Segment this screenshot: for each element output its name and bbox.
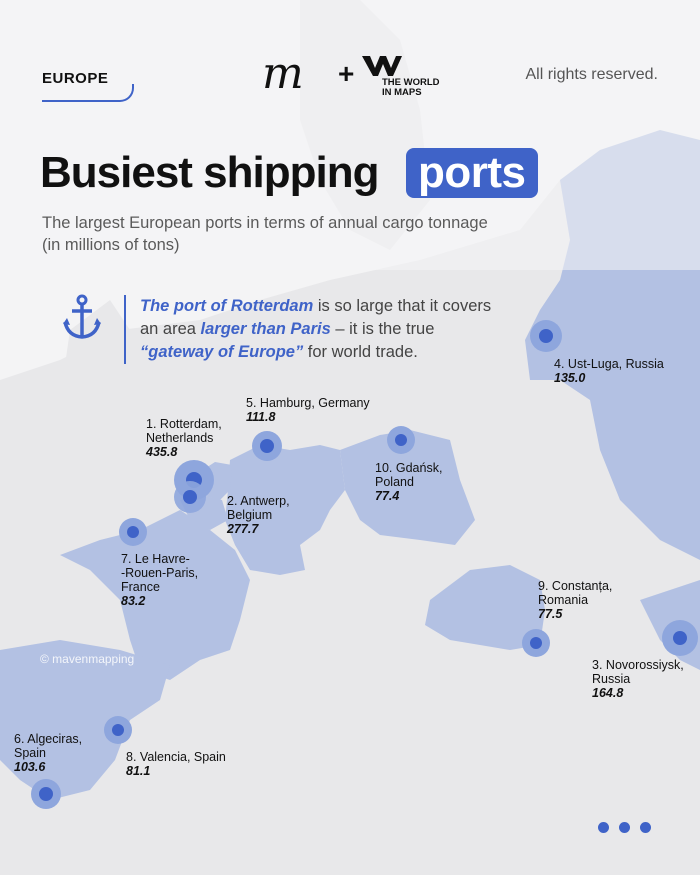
port-name: Valencia, Spain bbox=[139, 750, 226, 764]
port-name: Ust-Luga, Russia bbox=[567, 357, 664, 371]
region-label: EUROPE bbox=[42, 70, 109, 87]
port-rank: 7. bbox=[121, 552, 132, 566]
wim-line1: THE WORLD bbox=[382, 77, 440, 88]
wim-line2: IN MAPS bbox=[382, 87, 422, 98]
port-dot-hamburg bbox=[260, 439, 274, 453]
carousel-dot[interactable] bbox=[619, 822, 630, 833]
land-france bbox=[60, 510, 250, 680]
land-italy bbox=[300, 580, 420, 730]
plus-sign: + bbox=[338, 58, 355, 89]
port-label-novorossiysk: 3. Novorossiysk, Russia 164.8 bbox=[592, 658, 684, 700]
note-text-1: is so large that it covers an area bbox=[140, 297, 492, 338]
page-title: Busiest shipping bbox=[40, 148, 379, 197]
port-name: Hamburg, Germany bbox=[259, 396, 370, 410]
port-label-rotterdam: 1. Rotterdam, Netherlands 435.8 bbox=[146, 417, 222, 459]
region-underline bbox=[42, 84, 134, 102]
port-name: Rotterdam, Netherlands bbox=[146, 417, 222, 445]
port-dot-ust-luga bbox=[539, 329, 553, 343]
port-label-algeciras: 6. Algeciras, Spain 103.6 bbox=[14, 732, 82, 774]
port-rank: 9. bbox=[538, 579, 549, 593]
port-label-gdansk: 10. Gdańsk, Poland 77.4 bbox=[375, 461, 442, 503]
port-value: 81.1 bbox=[126, 764, 151, 778]
port-rank: 1. bbox=[146, 417, 157, 431]
note-text-3: for world trade. bbox=[303, 343, 418, 361]
port-rank: 2. bbox=[227, 494, 238, 508]
port-label-constanta: 9. Constanța, Romania 77.5 bbox=[538, 579, 612, 621]
note-rotterdam: The port of Rotterdam bbox=[140, 297, 314, 315]
port-value: 435.8 bbox=[146, 445, 178, 459]
rotterdam-note: The port of Rotterdam is so large that i… bbox=[124, 295, 500, 364]
port-value: 164.8 bbox=[592, 686, 624, 700]
port-rank: 6. bbox=[14, 732, 25, 746]
anchor-icon bbox=[63, 294, 101, 339]
port-value: 103.6 bbox=[14, 760, 46, 774]
world-in-maps-logo-icon bbox=[362, 56, 402, 76]
port-dot-antwerp bbox=[183, 490, 197, 504]
port-value: 111.8 bbox=[246, 410, 276, 424]
subtitle: The largest European ports in terms of a… bbox=[42, 214, 488, 254]
land-base bbox=[0, 160, 700, 875]
port-name: Constanța, Romania bbox=[538, 579, 613, 607]
port-label-ust-luga: 4. Ust-Luga, Russia 135.0 bbox=[554, 357, 664, 385]
land-uk bbox=[60, 300, 170, 490]
port-name: Novorossiysk, Russia bbox=[592, 658, 684, 686]
port-label-antwerp: 2. Antwerp, Belgium 277.7 bbox=[227, 494, 290, 536]
world-in-maps-logo: THE WORLD IN MAPS bbox=[382, 78, 440, 98]
port-name: Le Havre- -Rouen-Paris, France bbox=[121, 552, 199, 594]
header-haze bbox=[0, 0, 700, 270]
land-poland bbox=[340, 430, 475, 545]
note-gateway: “gateway of Europe” bbox=[140, 343, 304, 361]
rights-text: All rights reserved. bbox=[525, 66, 659, 83]
carousel-dot[interactable] bbox=[598, 822, 609, 833]
land-germany bbox=[225, 445, 345, 575]
port-rank: 4. bbox=[554, 357, 565, 371]
port-label-le-havre: 7. Le Havre- -Rouen-Paris, France 83.2 bbox=[121, 552, 198, 608]
port-name: Antwerp, Belgium bbox=[227, 494, 290, 522]
port-dot-le-havre bbox=[127, 526, 139, 538]
carousel-dot[interactable] bbox=[640, 822, 651, 833]
land-romania bbox=[425, 565, 545, 650]
port-dot-gdansk bbox=[395, 434, 407, 446]
port-label-hamburg: 5. Hamburg, Germany 111.8 bbox=[246, 396, 370, 424]
port-name: Algeciras, Spain bbox=[14, 732, 83, 760]
port-bubbles bbox=[31, 320, 698, 809]
page-title-highlight: ports bbox=[406, 148, 538, 198]
note-text-2: – it is the true bbox=[330, 320, 435, 338]
port-value: 83.2 bbox=[121, 594, 146, 608]
port-rank: 5. bbox=[246, 396, 257, 410]
port-value: 277.7 bbox=[227, 522, 259, 536]
port-value: 135.0 bbox=[554, 371, 586, 385]
port-dot-algeciras bbox=[39, 787, 53, 801]
watermark: © mavenmapping bbox=[40, 652, 135, 666]
note-paris: larger than Paris bbox=[200, 320, 331, 338]
port-label-valencia: 8. Valencia, Spain 81.1 bbox=[126, 750, 226, 778]
maven-logo: m bbox=[262, 48, 304, 99]
port-value: 77.5 bbox=[538, 607, 563, 621]
port-dot-constanta bbox=[530, 637, 542, 649]
port-rank: 8. bbox=[126, 750, 137, 764]
port-rank: 3. bbox=[592, 658, 603, 672]
port-rank: 10. bbox=[375, 461, 393, 475]
carousel-dots[interactable] bbox=[598, 820, 661, 838]
port-dot-valencia bbox=[112, 724, 124, 736]
port-name: Gdańsk, Poland bbox=[375, 461, 443, 489]
port-value: 77.4 bbox=[375, 489, 400, 503]
land-spain bbox=[0, 640, 170, 800]
port-dot-novorossiysk bbox=[673, 631, 687, 645]
